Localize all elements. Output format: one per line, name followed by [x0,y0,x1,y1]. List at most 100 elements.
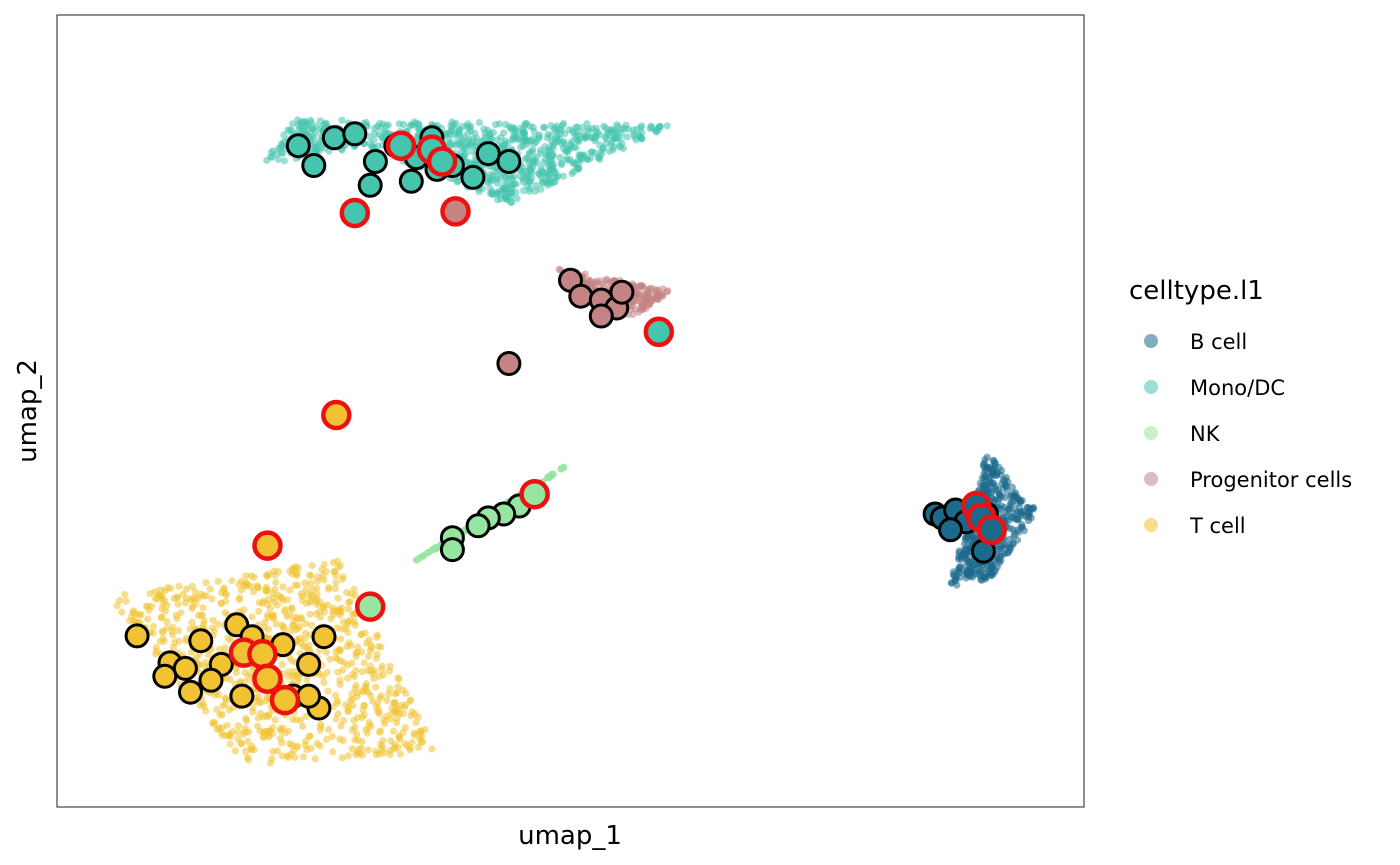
cell-point-t-cell [294,677,302,686]
cell-point-t-cell [250,573,258,581]
cell-point-t-cell [226,730,234,738]
cell-point-mono-dc [586,154,595,162]
legend-label-mono-dc: Mono/DC [1190,376,1285,400]
cell-point-mono-dc [284,126,292,134]
cell-point-t-cell [231,747,239,755]
highlighted-cell-t-cell [178,679,203,705]
cell-point-t-cell [255,607,263,615]
cell-point-mono-dc [529,123,537,131]
cell-point-b-cell [1025,511,1033,519]
cell-point-mono-dc [591,149,599,157]
cell-point-t-cell [214,577,222,585]
cell-point-b-cell [993,471,1001,480]
cell-point-t-cell [214,620,222,628]
cell-point-t-cell [306,610,314,618]
cell-point-t-cell [319,603,327,611]
cell-point-t-cell [308,621,316,629]
cell-point-t-cell [348,726,356,734]
cell-point-mono-dc [312,122,320,130]
cell-point-t-cell [317,723,325,731]
cell-point-t-cell [366,647,374,655]
cell-point-t-cell [346,696,355,704]
cell-point-t-cell [332,715,340,723]
cell-point-mono-dc [529,134,538,142]
cell-point-t-cell [344,605,352,613]
highlighted-cell-red-t-cell [269,684,301,716]
cell-point-t-cell [188,582,196,590]
cell-point-t-cell [122,597,130,605]
cell-point-t-cell [283,752,292,760]
cell-point-b-cell [987,488,995,496]
cell-point-t-cell [257,698,265,707]
cell-point-t-cell [349,611,357,619]
cell-point-mono-dc [289,120,297,128]
cell-point-t-cell [319,672,327,680]
cell-point-t-cell [288,606,296,614]
cell-point-mono-dc [574,123,582,131]
cell-point-mono-dc [493,179,502,187]
cell-point-mono-dc [537,164,545,173]
legend-key-b-cell [1144,334,1158,348]
cell-point-mono-dc [535,133,543,141]
cell-point-t-cell [199,604,207,612]
cell-point-mono-dc [629,126,637,134]
cell-point-b-cell [956,569,964,577]
cell-point-mono-dc [576,158,584,166]
cell-point-mono-dc [579,131,587,139]
cell-point-b-cell [1018,523,1026,531]
cell-point-t-cell [414,743,422,751]
cell-point-t-cell [411,710,419,718]
cell-point-t-cell [391,698,399,706]
cell-point-b-cell [1010,492,1018,500]
cell-point-t-cell [324,687,332,695]
cell-point-nk [432,544,440,552]
highlighted-cell-mono-dc [321,125,347,151]
cell-point-mono-dc [600,122,608,130]
cell-point-b-cell [997,552,1005,561]
cell-point-mono-dc [273,150,281,158]
cell-point-mono-dc [510,180,518,188]
cell-point-t-cell [406,744,414,752]
cell-point-t-cell [401,701,410,709]
cell-point-t-cell [232,669,240,677]
cell-point-mono-dc [553,173,561,181]
cell-point-t-cell [284,727,292,735]
cell-point-t-cell [221,590,229,598]
cell-point-t-cell [364,688,373,697]
cell-point-mono-dc [543,179,552,187]
cell-point-t-cell [224,634,232,642]
cell-point-mono-dc [519,126,527,134]
cell-point-progenitor-cells [637,301,646,309]
cell-point-t-cell [175,582,183,590]
cell-point-b-cell [999,476,1007,485]
cell-point-t-cell [159,634,167,643]
highlighted-cell-mono-dc [496,149,522,174]
cell-point-t-cell [226,675,234,684]
cell-point-mono-dc [415,122,423,130]
cell-point-t-cell [179,590,187,598]
cell-point-t-cell [367,667,375,675]
cell-point-t-cell [202,592,210,600]
cell-point-t-cell [307,744,315,753]
cell-point-mono-dc [548,161,556,169]
cell-point-mono-dc [409,121,417,129]
cell-point-t-cell [144,603,152,611]
cell-point-mono-dc [450,120,458,129]
cell-point-t-cell [223,721,231,730]
cell-point-mono-dc [556,129,564,138]
highlighted-cell-mono-dc [475,141,501,167]
cell-point-mono-dc [572,144,580,152]
highlighted-cell-red-mono-dc [339,197,371,229]
cell-point-t-cell [152,650,160,658]
cell-point-t-cell [118,608,126,616]
highlighted-cell-red-nk [519,478,550,510]
cell-point-mono-dc [500,129,508,137]
legend-title: celltype.l1 [1129,276,1264,306]
cell-point-mono-dc [457,138,466,146]
cell-point-b-cell [1015,528,1023,536]
cell-point-progenitor-cells [632,297,640,305]
cell-point-b-cell [976,573,985,581]
cell-point-progenitor-cells [648,285,656,293]
cell-point-t-cell [308,586,316,594]
cell-point-t-cell [266,759,274,767]
